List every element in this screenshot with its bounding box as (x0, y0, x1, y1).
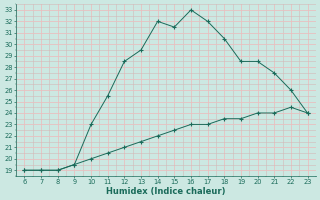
X-axis label: Humidex (Indice chaleur): Humidex (Indice chaleur) (106, 187, 226, 196)
